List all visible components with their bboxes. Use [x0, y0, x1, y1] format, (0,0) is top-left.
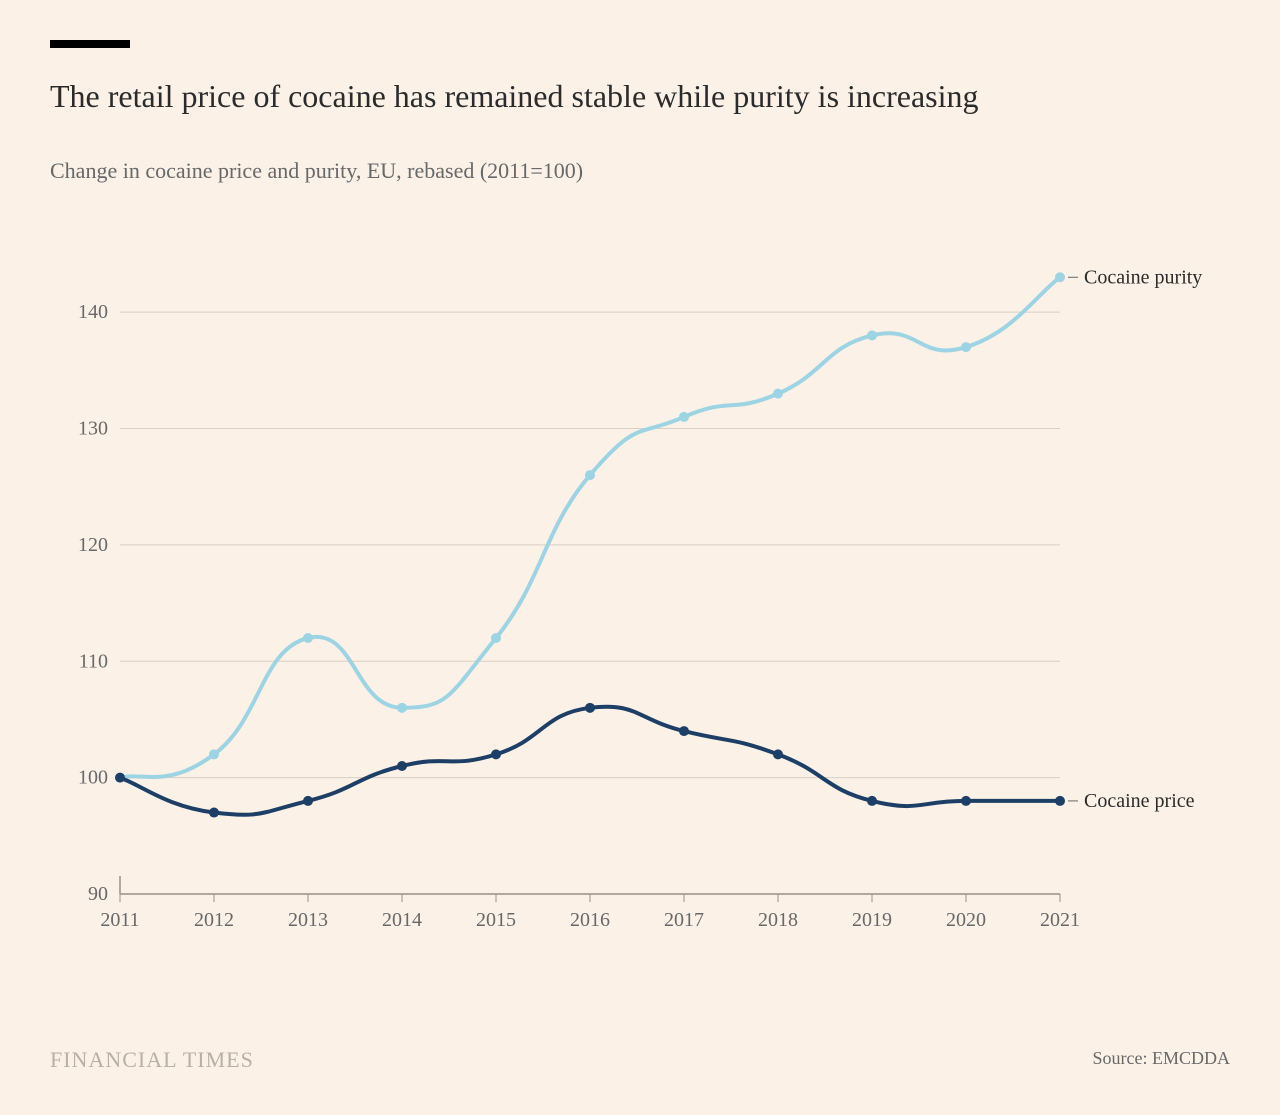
chart-subtitle: Change in cocaine price and purity, EU, … [50, 158, 1230, 184]
svg-text:2017: 2017 [664, 909, 704, 931]
svg-text:2016: 2016 [570, 909, 610, 931]
source-label: Source: EMCDDA [1093, 1048, 1231, 1069]
svg-text:Cocaine price: Cocaine price [1084, 790, 1195, 812]
chart-area: 90 100 110 120 130 140 2011 2012 2013 2014 2015 201… [50, 234, 1230, 954]
svg-text:110: 110 [79, 650, 108, 672]
svg-text:2013: 2013 [288, 909, 328, 931]
svg-text:90: 90 [88, 883, 108, 905]
svg-text:Cocaine purity: Cocaine purity [1084, 266, 1202, 288]
svg-text:120: 120 [78, 534, 108, 556]
svg-text:2019: 2019 [852, 909, 892, 931]
accent-bar [50, 40, 130, 48]
brand-label: FINANCIAL TIMES [50, 1047, 254, 1073]
chart-title: The retail price of cocaine has remained… [50, 76, 1230, 118]
svg-text:2011: 2011 [100, 909, 139, 931]
svg-text:100: 100 [78, 766, 108, 788]
svg-text:2018: 2018 [758, 909, 798, 931]
svg-text:2015: 2015 [476, 909, 516, 931]
svg-text:140: 140 [78, 301, 108, 323]
svg-text:2014: 2014 [382, 909, 422, 931]
svg-text:130: 130 [78, 417, 108, 439]
svg-text:2021: 2021 [1040, 909, 1080, 931]
line-chart-svg: 90 100 110 120 130 140 2011 2012 2013 2014 2015 201… [50, 234, 1230, 954]
svg-text:2012: 2012 [194, 909, 234, 931]
svg-text:2020: 2020 [946, 909, 986, 931]
